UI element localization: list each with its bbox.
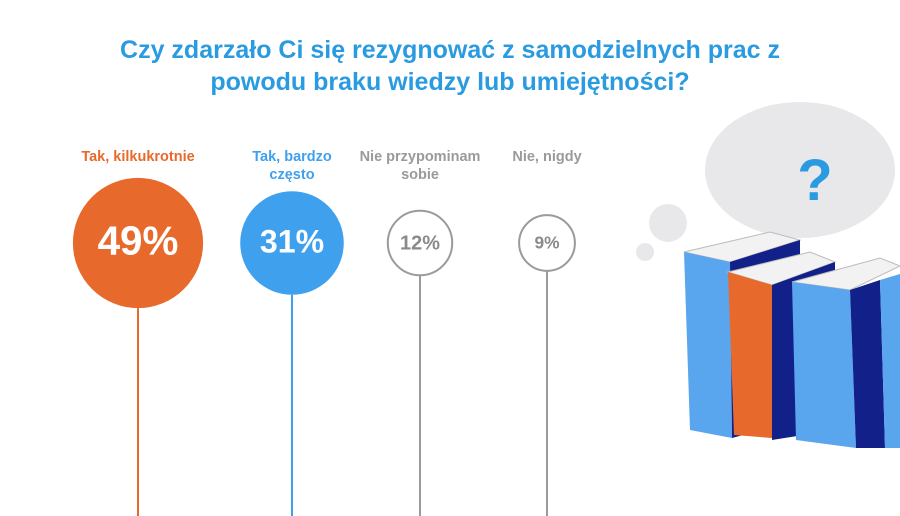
value-label: 9% (535, 233, 560, 253)
book (792, 282, 856, 448)
bubble (518, 214, 576, 272)
value-label: 49% (98, 218, 179, 264)
thought-cloud (705, 102, 895, 238)
thought-bubble (636, 243, 654, 261)
bubble (386, 209, 454, 277)
bubble (72, 177, 204, 309)
chart-title: Czy zdarzało Ci się rezygnować z samodzi… (120, 36, 780, 96)
category-label: Tak, kilkukrotnie (81, 149, 195, 165)
book (880, 274, 900, 448)
thought-bubble (649, 204, 687, 242)
category-label: Tak, bardzo często (252, 149, 332, 183)
question-mark: ? (797, 148, 832, 213)
illustration: ? (636, 102, 900, 448)
category-label: Nie przypominam sobie (359, 149, 481, 183)
book (684, 252, 732, 438)
value-label: 31% (260, 223, 324, 259)
category-label: Nie, nigdy (512, 149, 582, 165)
bubble (240, 191, 344, 295)
book (850, 280, 885, 448)
value-label: 12% (400, 232, 440, 254)
book (728, 272, 772, 438)
